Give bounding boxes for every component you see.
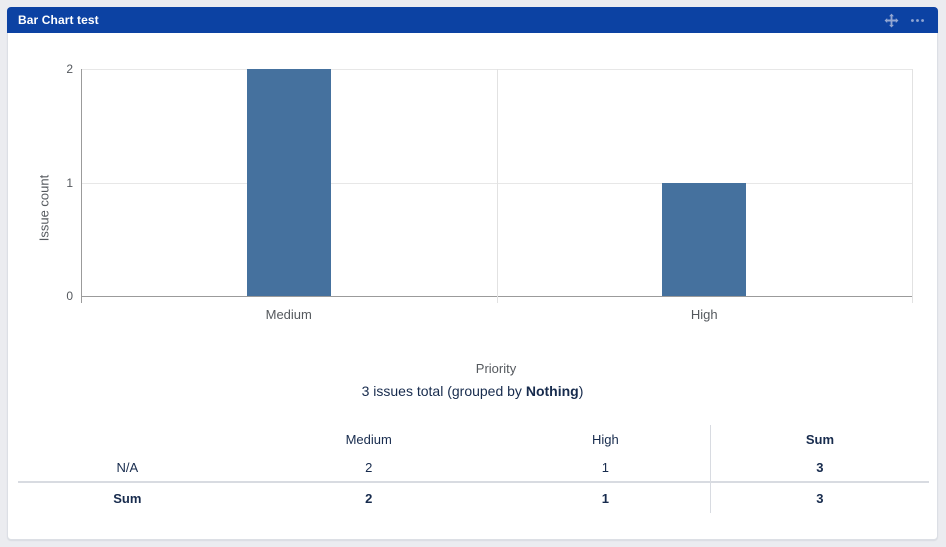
gadget-header-actions <box>884 13 938 28</box>
stats-value: 2 <box>365 459 373 475</box>
gridline <box>912 69 913 303</box>
row-label: N/A <box>116 459 139 475</box>
gadget-title: Bar Chart test <box>18 13 99 27</box>
stats-column-header: High <box>591 431 619 447</box>
bar-chart: Issue count Priority 0 1 2 Medium High <box>8 34 937 376</box>
x-tick-label: High <box>690 307 718 322</box>
stats-value: 1 <box>601 459 609 475</box>
summary-text: 3 issues total (grouped by Nothing) <box>8 383 937 399</box>
bar-high[interactable] <box>662 182 747 296</box>
summary-prefix: 3 issues total (grouped by <box>361 383 526 399</box>
stats-value: 2 <box>236 481 501 513</box>
y-tick-label: 2 <box>66 62 73 76</box>
more-options-icon[interactable] <box>910 13 925 28</box>
stats-value: 3 <box>709 481 929 513</box>
y-axis-line <box>81 69 82 303</box>
y-tick-label: 1 <box>66 175 73 190</box>
stats-row-sum: Sum 2 1 3 <box>18 481 929 513</box>
stats-value: 1 <box>500 481 711 513</box>
group-by-value: Nothing <box>525 383 579 399</box>
stats-column-header: Sum <box>709 425 929 453</box>
x-tick-label: Medium <box>265 307 312 322</box>
gridline <box>496 69 498 303</box>
gadget-header: Bar Chart test <box>7 7 938 33</box>
stats-column-header <box>18 425 237 453</box>
stats-header-row: Medium High Sum <box>18 425 929 453</box>
stats-row-n-a: N/A 2 1 3 <box>18 453 929 482</box>
summary-suffix: ) <box>578 383 584 399</box>
stats-column-header: Medium <box>345 431 392 447</box>
y-tick-label: 0 <box>66 289 73 303</box>
x-axis-title: Priority <box>475 361 517 376</box>
row-label: Sum <box>18 481 237 513</box>
stats-table: Medium High Sum N/A 2 1 3 Sum 2 1 3 <box>18 425 929 513</box>
bar-medium[interactable] <box>246 69 331 296</box>
stats-value: 3 <box>709 453 929 482</box>
move-icon[interactable] <box>884 13 899 28</box>
